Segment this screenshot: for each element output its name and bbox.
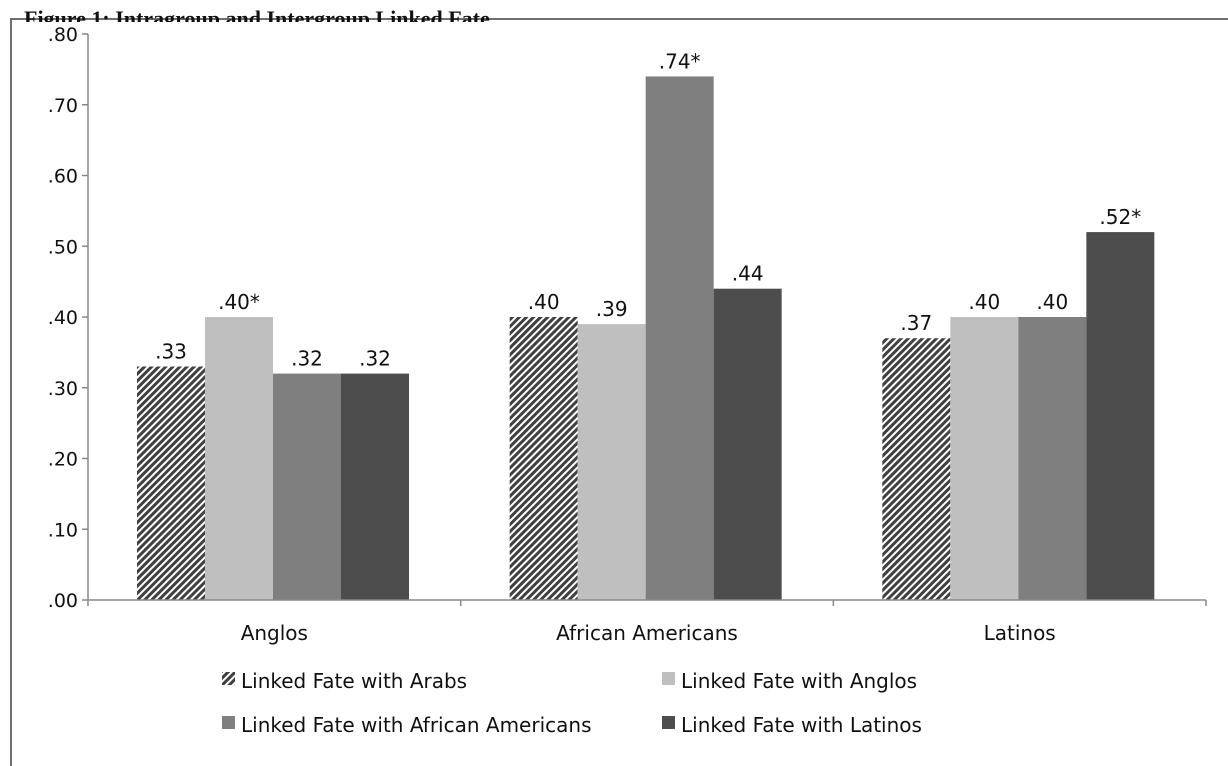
bar (882, 338, 951, 600)
data-label: .37 (900, 311, 932, 335)
bar (341, 373, 409, 600)
data-label: .40 (968, 290, 1000, 314)
legend-label: Linked Fate with Arabs (241, 669, 467, 693)
bar (509, 317, 578, 600)
data-label: .44 (732, 262, 764, 286)
data-label: .74* (659, 49, 701, 73)
y-axis: .00 .10 .20 .30 .40 .50 .60 .70 .80 (48, 24, 89, 612)
data-label: .32 (291, 347, 323, 371)
bar (950, 317, 1019, 600)
legend: Linked Fate with Arabs Linked Fate with A… (222, 669, 922, 737)
data-label: .40 (528, 290, 560, 314)
bar (137, 366, 205, 600)
y-tick-label: .10 (48, 519, 78, 541)
y-tick-label: .60 (48, 166, 78, 188)
y-tick-label: .40 (48, 307, 78, 329)
data-label: .52* (1099, 205, 1141, 229)
bar (577, 324, 646, 600)
legend-label: Linked Fate with Latinos (681, 713, 922, 737)
chart-frame: Figure 1: Intragroup and Intergroup Link… (10, 6, 1228, 766)
legend-swatch (662, 672, 675, 685)
y-tick-label: .00 (48, 590, 78, 612)
legend-swatch (222, 716, 235, 729)
bar (273, 373, 341, 600)
y-tick-label: .50 (48, 236, 78, 258)
x-category-label: Latinos (984, 621, 1056, 645)
data-label: .40 (1036, 290, 1068, 314)
y-tick-label: .30 (48, 378, 78, 400)
data-label: .33 (155, 340, 187, 364)
bar (1018, 317, 1087, 600)
bars: .33 .40 .37 .40* .39 .40 .32 .74* .40 .32 .44 .52* (137, 49, 1155, 600)
data-label: .39 (596, 297, 628, 321)
legend-swatch (222, 672, 235, 685)
bar (1086, 232, 1155, 600)
y-tick-label: .70 (48, 95, 78, 117)
x-axis: Anglos African Americans Latinos (87, 599, 1207, 645)
figure-header: Figure 1: Intragroup and Intergroup Link… (24, 6, 490, 22)
y-tick-label: .20 (48, 449, 78, 471)
legend-label: Linked Fate with Anglos (681, 669, 917, 693)
bar (713, 288, 782, 600)
legend-label: Linked Fate with African Americans (241, 713, 592, 737)
x-category-label: African Americans (556, 621, 738, 645)
bar (645, 76, 714, 600)
data-label: .32 (359, 347, 391, 371)
data-label: .40* (218, 290, 260, 314)
x-category-label: Anglos (241, 621, 308, 645)
y-tick-label: .80 (48, 24, 78, 46)
bar (205, 317, 273, 600)
legend-swatch (662, 716, 675, 729)
